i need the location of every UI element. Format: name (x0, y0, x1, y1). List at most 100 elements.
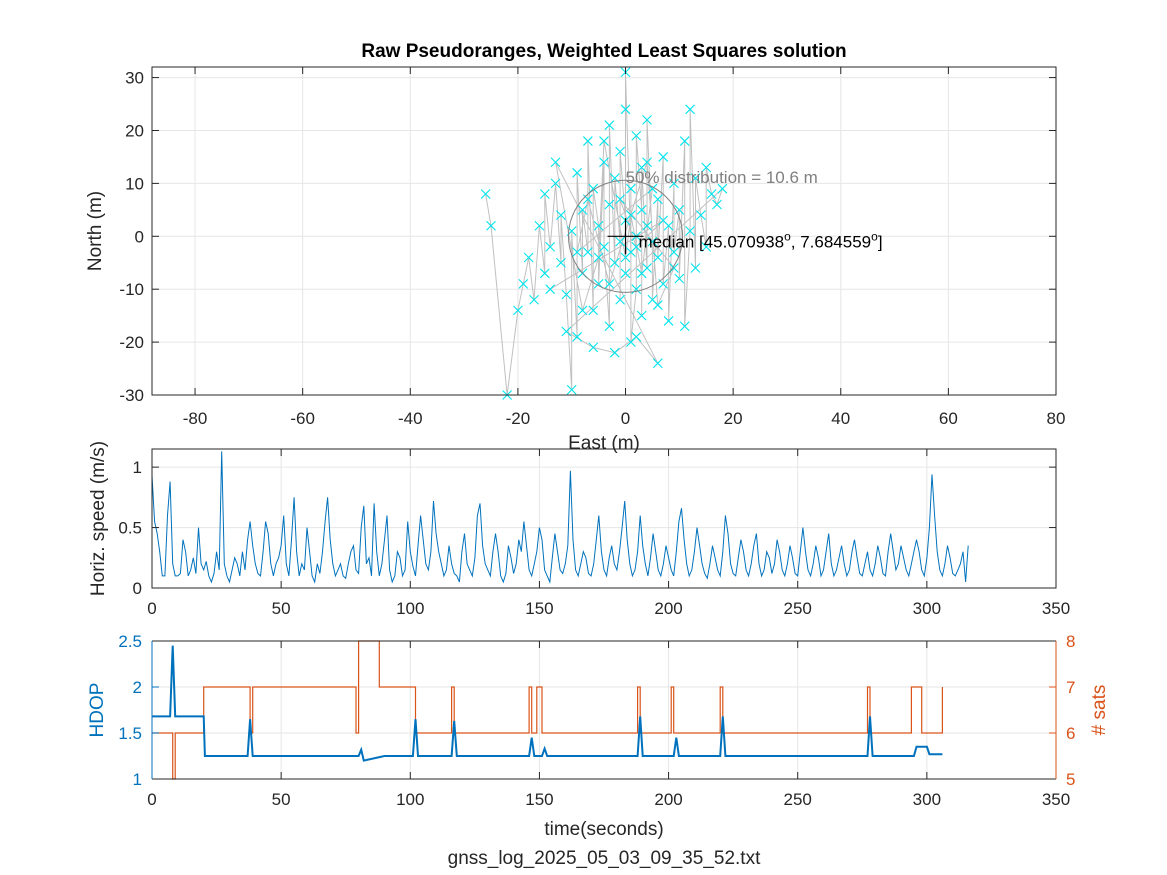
position-x-tick-label: 0 (621, 409, 630, 428)
position-point (620, 268, 631, 279)
position-marks: 50% distribution = 10.6 m median [45.0709… (480, 67, 883, 400)
position-y-tick-label: 30 (125, 69, 144, 88)
position-ticks: -80 -60 -40 -20 0 20 40 60 80 -30 -20 -10 0 10 20 30 (119, 67, 1065, 428)
position-point (631, 130, 642, 141)
position-point (588, 305, 599, 316)
position-point (539, 189, 550, 199)
position-point (631, 241, 642, 252)
position-point (674, 204, 685, 215)
position-point (593, 220, 604, 231)
position-point (658, 215, 669, 226)
dop-x-tick-label: 100 (396, 790, 424, 809)
position-point (669, 247, 679, 258)
log-filename-label: gnss_log_2025_05_03_09_35_52.txt (448, 848, 761, 869)
hdop-y-tick-label: 1 (133, 770, 142, 789)
position-y-tick-label: -10 (119, 280, 144, 299)
position-x-tick-label: -20 (506, 409, 531, 428)
dop-x-tick-label: 150 (525, 790, 553, 809)
speed-ticks: 0 50 100 150 200 250 300 350 0 0.5 1 (118, 449, 1070, 618)
sats-y-tick-label: 8 (1066, 632, 1075, 651)
position-point (674, 273, 685, 284)
position-x-tick-label: 60 (939, 409, 958, 428)
position-point (690, 173, 701, 183)
position-point (663, 316, 674, 326)
position-point (577, 204, 588, 215)
speed-x-tick-label: 250 (784, 599, 812, 618)
position-point (534, 220, 545, 231)
position-point (486, 220, 496, 231)
position-axes: 50% distribution = 10.6 m median [45.0709… (85, 41, 1065, 454)
position-point (593, 252, 604, 263)
median-label: median [45.070938o, 7.684559o] (639, 229, 883, 251)
position-point (701, 241, 712, 252)
position-point (599, 136, 609, 146)
position-point (679, 136, 690, 146)
position-point (561, 289, 572, 300)
speed-y-tick-label: 0.5 (118, 519, 142, 538)
dop-x-tick-label: 300 (913, 790, 941, 809)
position-point (636, 268, 647, 279)
position-point (652, 194, 663, 205)
hdop-y-tick-label: 2.5 (118, 632, 142, 651)
sats-y-tick-label: 5 (1066, 770, 1075, 789)
position-point (572, 247, 582, 258)
position-point (566, 384, 577, 395)
position-chart-title: Raw Pseudoranges, Weighted Least Squares… (361, 41, 846, 62)
position-axes-box (151, 66, 1057, 396)
position-point (712, 199, 722, 210)
dop-sats-marks (152, 640, 944, 780)
position-point (609, 257, 620, 268)
position-point (529, 294, 539, 305)
position-point (631, 331, 642, 342)
speed-axes-box (151, 448, 1057, 589)
position-x-axis-label: East (m) (568, 433, 640, 454)
position-point (609, 347, 620, 358)
position-point (679, 321, 690, 332)
time-axis-label: time(seconds) (544, 819, 663, 840)
position-point (599, 241, 609, 252)
position-x-tick-label: 20 (724, 409, 743, 428)
speed-x-tick-label: 300 (913, 599, 941, 618)
position-point (604, 199, 615, 210)
position-point (615, 294, 626, 305)
hdop-axis-label: HDOP (87, 683, 108, 738)
position-point (642, 220, 652, 231)
position-point (523, 252, 534, 263)
position-y-tick-label: 10 (125, 174, 144, 193)
sats-y-tick-label: 6 (1066, 724, 1075, 743)
position-point (550, 157, 561, 168)
position-point (561, 326, 572, 337)
hdop-series-line (152, 645, 943, 762)
position-point (652, 358, 663, 369)
position-point (652, 300, 663, 310)
position-point (685, 226, 695, 236)
position-point (685, 104, 695, 115)
dop-x-tick-label: 0 (147, 790, 156, 809)
sats-series-line (152, 640, 944, 780)
position-point (582, 194, 593, 205)
position-point (518, 279, 529, 289)
dop-sats-axes: 0 50 100 150 200 250 300 350 1 1.5 2 2.5 5 6 7 8 HDOP #… (87, 632, 1110, 840)
position-point (717, 183, 728, 194)
position-point (620, 104, 631, 115)
position-point (626, 210, 636, 221)
position-y-tick-label: -20 (119, 333, 144, 352)
position-point (695, 210, 706, 221)
speed-x-tick-label: 200 (654, 599, 682, 618)
position-point (647, 236, 658, 247)
position-point (604, 120, 615, 131)
position-point (582, 247, 593, 258)
hdop-y-tick-label: 1.5 (118, 724, 142, 743)
speed-x-tick-label: 0 (147, 599, 156, 618)
position-point (599, 157, 609, 168)
speed-y-tick-label: 0 (133, 579, 142, 598)
position-y-tick-label: -30 (119, 386, 144, 405)
position-point (615, 146, 626, 157)
position-y-tick-label: 0 (135, 227, 144, 246)
position-point (582, 136, 593, 146)
position-x-tick-label: -80 (183, 409, 208, 428)
distribution-label: 50% distribution = 10.6 m (626, 168, 818, 187)
hdop-y-tick-label: 2 (133, 678, 142, 697)
dop-x-tick-label: 250 (784, 790, 812, 809)
